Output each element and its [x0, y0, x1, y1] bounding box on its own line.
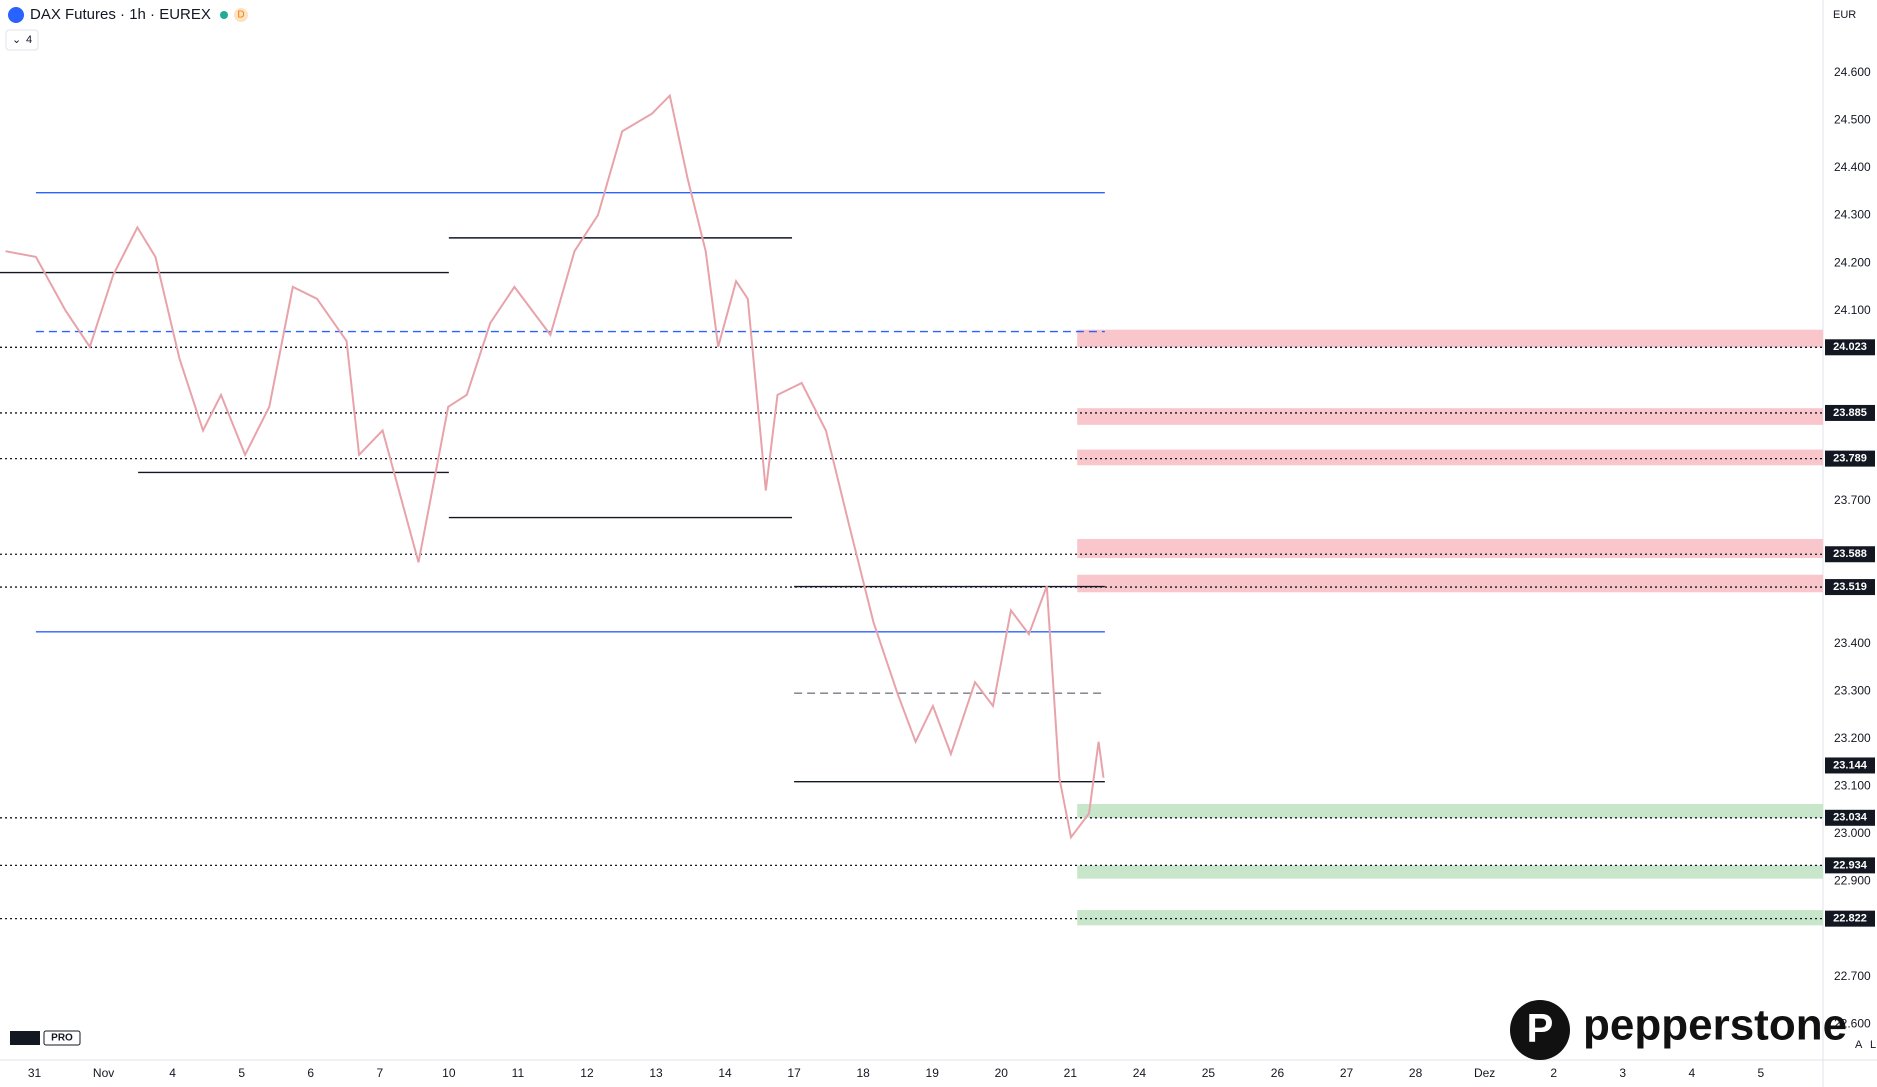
- y-tick-label: 22.900: [1834, 874, 1871, 888]
- symbol-title[interactable]: DAX Futures · 1h · EUREX: [30, 6, 211, 23]
- x-tick-label: 20: [995, 1066, 1009, 1080]
- level-zone: [1077, 408, 1823, 425]
- auto-scale[interactable]: A: [1855, 1039, 1863, 1051]
- last-price-bg: [1825, 757, 1875, 774]
- x-tick-label: 28: [1409, 1066, 1423, 1080]
- level-label: 23.789: [1833, 453, 1867, 465]
- x-tick-label: 4: [169, 1066, 176, 1080]
- x-tick-label: 5: [1758, 1066, 1765, 1080]
- chevron: ⌄: [12, 34, 21, 46]
- level-label: 22.822: [1833, 913, 1867, 925]
- level-zone: [1077, 804, 1823, 818]
- x-tick-label: 3: [1619, 1066, 1626, 1080]
- tv-pro: PRO: [51, 1033, 73, 1044]
- x-tick-label: 18: [856, 1066, 870, 1080]
- level-zone: [1077, 329, 1823, 348]
- x-tick-label: 7: [376, 1066, 383, 1080]
- tv-pro-box: [43, 1030, 81, 1046]
- level-zone: [1077, 449, 1823, 466]
- brand: pepperstone: [1583, 1001, 1847, 1050]
- level-zone: [1077, 910, 1823, 926]
- x-tick-label: Dez: [1474, 1066, 1495, 1080]
- log-scale[interactable]: L: [1870, 1039, 1876, 1051]
- currency[interactable]: EUR: [1833, 9, 1856, 21]
- y-tick-label: 24.600: [1834, 65, 1871, 79]
- x-tick-label: 6: [307, 1066, 314, 1080]
- level-label-bg: [1825, 809, 1875, 826]
- x-tick-label: 21: [1064, 1066, 1078, 1080]
- tv-logo: [10, 1031, 40, 1045]
- x-tick-label: 24: [1133, 1066, 1147, 1080]
- x-tick-label: Nov: [93, 1066, 114, 1080]
- level-label: 24.023: [1833, 341, 1867, 353]
- y-tick-label: 23.700: [1834, 493, 1871, 507]
- y-tick-label: 24.300: [1834, 208, 1871, 222]
- level-label: 23.588: [1833, 548, 1867, 560]
- y-tick-label: 24.500: [1834, 113, 1871, 127]
- x-tick-label: 27: [1340, 1066, 1354, 1080]
- x-tick-label: 14: [718, 1066, 732, 1080]
- symbol-icon: [8, 7, 24, 23]
- header: DAX Futures · 1h · EUREX D ⌄ 4 EUR: [5, 6, 1856, 51]
- x-tick-label: 5: [238, 1066, 245, 1080]
- x-tick-label: 11: [512, 1066, 525, 1080]
- y-tick-label: 22.600: [1834, 1016, 1871, 1030]
- brand-mark: [1510, 1000, 1570, 1060]
- level-label-bg: [1825, 339, 1875, 356]
- level-label-bg: [1825, 404, 1875, 421]
- level-label-bg: [1825, 579, 1875, 596]
- y-tick-label: 24.200: [1834, 255, 1871, 269]
- y-tick-label: 23.400: [1834, 636, 1871, 650]
- y-tick-label: 24.400: [1834, 160, 1871, 174]
- badge: D: [237, 10, 244, 21]
- x-tick-label: 31: [28, 1066, 42, 1080]
- x-tick-label: 25: [1202, 1066, 1216, 1080]
- x-tick-label: 17: [787, 1066, 801, 1080]
- y-tick-label: 23.100: [1834, 779, 1871, 793]
- brand-mark-letter: P: [1527, 1007, 1554, 1051]
- y-tick-label: 22.700: [1834, 969, 1871, 983]
- x-tick-label: 2: [1550, 1066, 1557, 1080]
- level-label: 23.034: [1833, 812, 1868, 824]
- plot: 24.600 24.500 24.400 24.300 24.200 24.100 23.7…: [0, 65, 1875, 1080]
- level-label: 23.885: [1833, 407, 1867, 419]
- footer: PRO P pepperstone A L: [10, 1000, 1876, 1060]
- status-dot: [220, 11, 228, 19]
- level-zone: [1077, 865, 1823, 879]
- x-tick-label: 19: [926, 1066, 940, 1080]
- price-line: [5, 93, 1105, 840]
- x-tick-label: 26: [1271, 1066, 1285, 1080]
- x-tick-label: 12: [580, 1066, 594, 1080]
- level-label: 22.934: [1833, 859, 1868, 871]
- indicator-toggle[interactable]: [5, 29, 39, 51]
- x-tick-label: 10: [442, 1066, 456, 1080]
- level-label-bg: [1825, 450, 1875, 467]
- x-tick-label: 4: [1688, 1066, 1695, 1080]
- y-tick-label: 23.000: [1834, 826, 1871, 840]
- level-label-bg: [1825, 910, 1875, 927]
- level-label-bg: [1825, 857, 1875, 874]
- y-tick-label: 23.200: [1834, 731, 1871, 745]
- last-price: 23.144: [1833, 759, 1868, 771]
- level-label: 23.519: [1833, 581, 1867, 593]
- badge-bg: [234, 8, 248, 22]
- level-zone: [1077, 574, 1823, 593]
- level-zone: [1077, 539, 1823, 559]
- indicator-count: 4: [26, 34, 32, 46]
- x-tick-label: 13: [649, 1066, 663, 1080]
- y-tick-label: 23.300: [1834, 683, 1871, 697]
- y-tick-label: 24.100: [1834, 303, 1871, 317]
- level-label-bg: [1825, 546, 1875, 563]
